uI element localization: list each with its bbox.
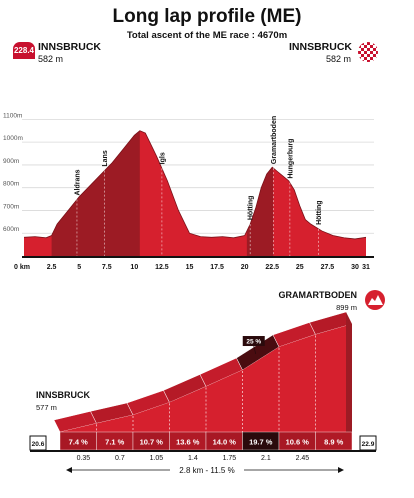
gradient-band [169, 431, 207, 451]
climb-top-segment [90, 402, 134, 424]
segment-gradient-label: 7.1 % [105, 438, 125, 447]
start-altitude: 582 m [38, 54, 64, 64]
place-label: Lans [102, 150, 109, 166]
start-name: INNSBRUCK [38, 41, 101, 53]
profile-outline [23, 130, 367, 240]
climb-end-badge: 22.9 [362, 441, 375, 448]
climb-top-segment [236, 334, 280, 371]
lap-profile-chart: 600m 700m 800m 900m 1000m 1100m 0 km 2.5 5 7.5 10 1… [3, 112, 374, 271]
gradient-band [96, 431, 134, 451]
climb-top-segment [163, 374, 207, 403]
gradient-band [242, 431, 280, 451]
x-tick-label: 30 [351, 264, 359, 271]
climb-x-tick-label: 0.7 [115, 455, 125, 462]
checkered-flag-icon [358, 42, 378, 62]
gradient-band [278, 431, 316, 451]
page-title: Long lap profile (ME) [112, 6, 302, 27]
gradient-band [59, 431, 97, 451]
summary-arrow-left [66, 467, 72, 473]
start-km-badge: 228.4 [13, 42, 35, 59]
climb-x-tick-label: 1.4 [188, 455, 198, 462]
climb-start-badge: 20.6 [32, 441, 45, 448]
max-gradient-label: 25 % [246, 339, 261, 346]
climb-shading [51, 130, 140, 256]
y-tick-label: 600m [3, 226, 19, 233]
x-tick-label: 27.5 [321, 264, 335, 271]
x-tick-label: 22.5 [265, 264, 279, 271]
place-label: Hungerburg [287, 139, 294, 179]
x-tick-label: 15 [186, 264, 194, 271]
y-tick-label: 900m [3, 158, 19, 165]
climb-top-segment [126, 390, 170, 416]
gradient-band [205, 431, 243, 451]
max-gradient-badge [242, 336, 265, 347]
x-tick-label: 25 [296, 264, 304, 271]
x-tick-label: 5 [77, 264, 81, 271]
climb-x-tick-label: 2.1 [261, 455, 271, 462]
climb-x-tick-label: 1.05 [150, 455, 164, 462]
y-tick-label: 1000m [3, 135, 23, 142]
segment-gradient-label: 10.7 % [140, 438, 164, 447]
climb-top-segment [309, 311, 353, 335]
summary-label-bg [170, 464, 244, 476]
page-subtitle: Total ascent of the ME race : 4670m [126, 30, 288, 41]
segment-gradient-label: 19.7 % [249, 438, 273, 447]
segment-gradient-label: 10.6 % [286, 438, 310, 447]
y-tick-label: 800m [3, 181, 19, 188]
x-tick-label: 31 [362, 264, 370, 271]
x-tick-label: 10 [130, 264, 138, 271]
climb-x-tick-label: 2.45 [296, 455, 310, 462]
gradient-band [132, 431, 170, 451]
place-label: Hötting [248, 196, 255, 221]
climb-side-face [346, 312, 352, 450]
climb-x-tick-label: 1.75 [223, 455, 237, 462]
segment-gradient-label: 7.4 % [69, 438, 89, 447]
climb-base-line [30, 450, 376, 452]
climb-end-altitude: 899 m [336, 303, 357, 312]
climb-top-segment [272, 322, 316, 348]
x-tick-label: 0 km [14, 264, 30, 271]
climb-x-tick-label: 0.35 [77, 455, 91, 462]
y-tick-label: 700m [3, 203, 19, 210]
climb-start-name: INNSBRUCK [36, 390, 91, 400]
summary-arrow-right [338, 467, 344, 473]
climb-end-name: GRAMARTBODEN [279, 290, 358, 300]
x-axis-line [22, 256, 374, 258]
place-label: Gramartboden [271, 116, 278, 164]
place-label: Igls [159, 152, 166, 164]
x-tick-label: 2.5 [47, 264, 57, 271]
climb-top-segment [199, 357, 243, 387]
end-km-badge-box [359, 435, 377, 451]
segment-gradient-label: 13.6 % [176, 438, 200, 447]
climb-front-face [60, 324, 352, 450]
x-tick-label: 20 [241, 264, 249, 271]
start-km-badge-box [29, 435, 47, 451]
climb-summary: 2.8 km - 11.5 % [179, 466, 234, 475]
place-label: Aldrans [74, 169, 81, 195]
finish-name: INNSBRUCK [289, 41, 352, 53]
mountain-icon [365, 290, 385, 310]
x-tick-label: 17.5 [210, 264, 224, 271]
segment-gradient-label: 8.9 % [324, 438, 344, 447]
segment-gradient-label: 14.0 % [213, 438, 237, 447]
climb-shading [246, 130, 274, 256]
max-gradient-pointer [253, 345, 257, 355]
y-tick-label: 1100m [3, 112, 22, 119]
x-tick-label: 7.5 [102, 264, 112, 271]
x-tick-label: 12.5 [155, 264, 169, 271]
climb-start-altitude: 577 m [36, 403, 57, 412]
climb-top-segment [53, 411, 97, 433]
place-label: Hötting [316, 200, 323, 225]
gradient-band [315, 431, 353, 451]
finish-altitude: 582 m [326, 54, 352, 64]
